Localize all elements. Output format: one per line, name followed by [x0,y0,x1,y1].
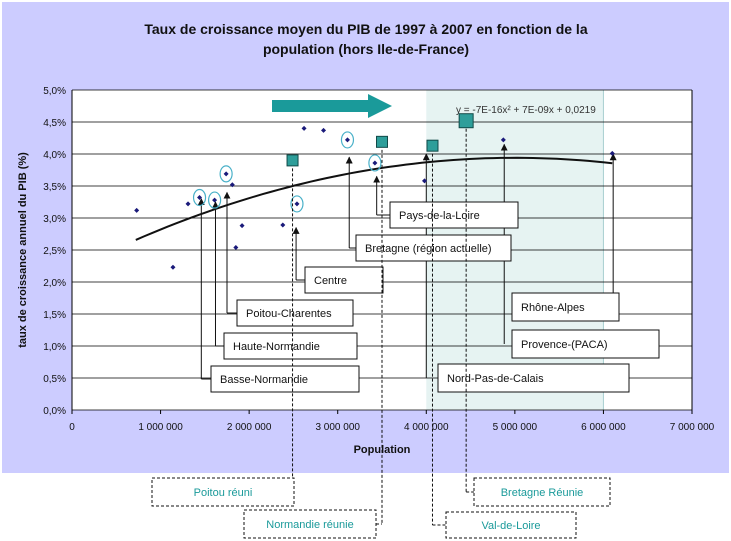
region-label: Nord-Pas-de-Calais [437,363,630,393]
x-tick-label: 6 000 000 [581,422,626,433]
merged-label: Normandie réunie [243,509,377,539]
region-point [170,264,176,270]
merged-label-box [151,477,295,507]
region-point [233,244,239,250]
merged-label-text: Poitou réuni [194,487,253,499]
merged-region-square [286,154,299,167]
region-label-text: Centre [314,275,347,287]
x-tick-label: 0 [69,422,75,433]
merged-label: Poitou réuni [151,477,295,507]
region-label: Pays-de-la-Loire [389,201,519,229]
x-tick-label: 4 000 000 [404,422,449,433]
region-point [609,150,615,156]
trendline-equation: y = -7E-16x² + 7E-09x + 0,0219 [456,105,596,116]
region-label-box [511,329,660,359]
region-label: Poitou-Charentes [236,299,354,327]
region-label: Haute-Normandie [223,332,358,360]
region-point [321,127,327,133]
region-label: Centre [304,266,384,294]
y-tick-label: 4,0% [43,150,66,161]
merged-label-box [445,511,577,539]
region-point [239,223,245,229]
region-label: Provence-(PACA) [511,329,660,359]
region-point [185,201,191,207]
y-tick-label: 1,0% [43,342,66,353]
region-point [197,195,203,201]
point-circle [368,154,382,172]
region-label: Basse-Normandie [210,365,360,393]
y-tick-label: 3,0% [43,214,66,225]
region-label-box [210,365,360,393]
region-label: Bretagne (région actuelle) [355,234,512,262]
region-label-text: Provence-(PACA) [521,339,608,351]
x-tick-label: 2 000 000 [227,422,272,433]
y-tick-label: 2,0% [43,278,66,289]
point-circle [208,191,222,209]
region-label-text: Nord-Pas-de-Calais [447,373,544,385]
region-label: Rhône-Alpes [511,292,620,322]
point-circle [192,188,207,207]
region-label-box [437,363,630,393]
region-label-text: Bretagne (région actuelle) [365,243,492,255]
region-point [372,160,378,166]
region-point [134,207,140,213]
region-label-text: Poitou-Charentes [246,308,332,320]
region-point [223,171,229,177]
region-label-box [236,299,354,327]
merged-region-square [376,135,388,148]
region-label-text: Haute-Normandie [233,341,320,353]
region-point [294,201,300,207]
merged-label: Val-de-Loire [445,511,577,539]
region-point [344,137,350,143]
y-tick-label: 4,5% [43,118,66,129]
region-label-text: Pays-de-la-Loire [399,210,480,222]
merged-label: Bretagne Réunie [473,477,611,507]
y-tick-label: 5,0% [43,86,66,97]
chart-title-line-2: population (hors Ile-de-France) [263,41,469,57]
region-point [500,137,506,143]
region-label-text: Rhône-Alpes [521,302,585,314]
merged-label-box [473,477,611,507]
region-point [301,125,307,131]
y-tick-label: 2,5% [43,246,66,257]
region-label-box [223,332,358,360]
y-tick-label: 0,0% [43,406,66,417]
x-tick-label: 3 000 000 [315,422,360,433]
chart-title-line-1: Taux de croissance moyen du PIB de 1997 … [144,21,587,37]
merged-label-text: Bretagne Réunie [501,487,584,499]
x-tick-label: 7 000 000 [670,422,715,433]
region-point [280,222,286,228]
region-point [212,197,218,203]
y-axis-title: taux de croissance annuel du PIB (%) [17,152,29,348]
y-tick-label: 1,5% [43,310,66,321]
region-label-box [389,201,519,229]
merged-region-square [426,139,439,152]
region-label-box [511,292,620,322]
y-tick-label: 3,5% [43,182,66,193]
region-point [422,178,428,184]
merged-label-text: Val-de-Loire [481,520,540,532]
point-circle [340,131,355,149]
region-label-text: Basse-Normandie [220,374,308,386]
x-tick-label: 1 000 000 [138,422,183,433]
region-point [229,182,235,188]
direction-arrow [272,94,392,118]
merged-label-text: Normandie réunie [266,519,353,531]
merged-region-square [458,113,474,129]
x-tick-label: 5 000 000 [493,422,538,433]
y-tick-label: 0,5% [43,374,66,385]
point-circle [290,195,304,213]
point-circle [219,165,233,183]
merged-label-box [243,509,377,539]
region-label-box [304,266,384,294]
